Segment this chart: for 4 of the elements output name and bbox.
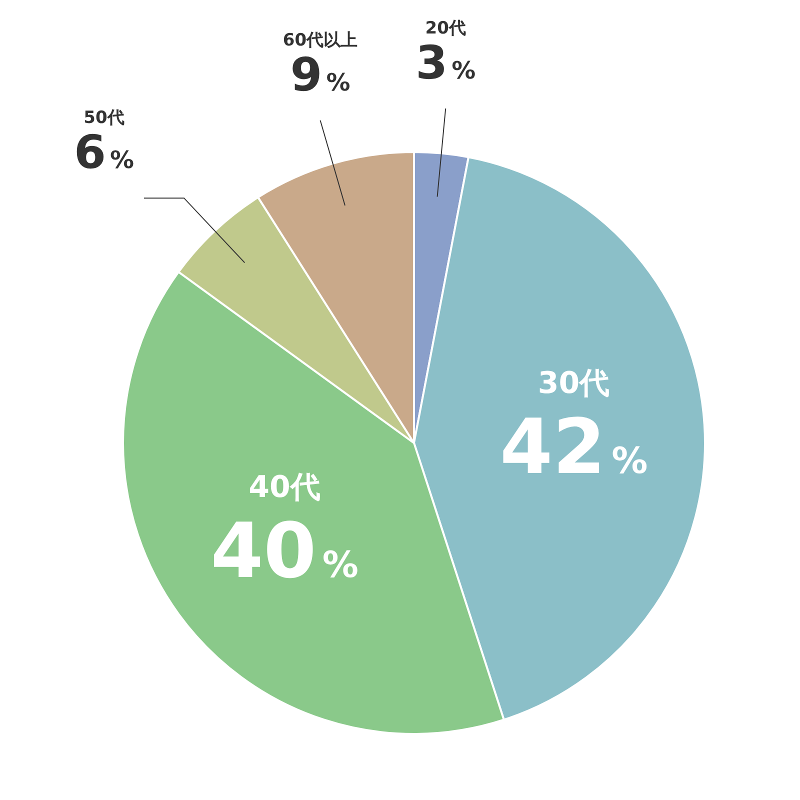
- slice-label: 40代: [248, 470, 320, 506]
- slice-label: 30代: [538, 366, 610, 401]
- data-label: 42%: [500, 402, 648, 491]
- data-label: 40%: [210, 506, 358, 596]
